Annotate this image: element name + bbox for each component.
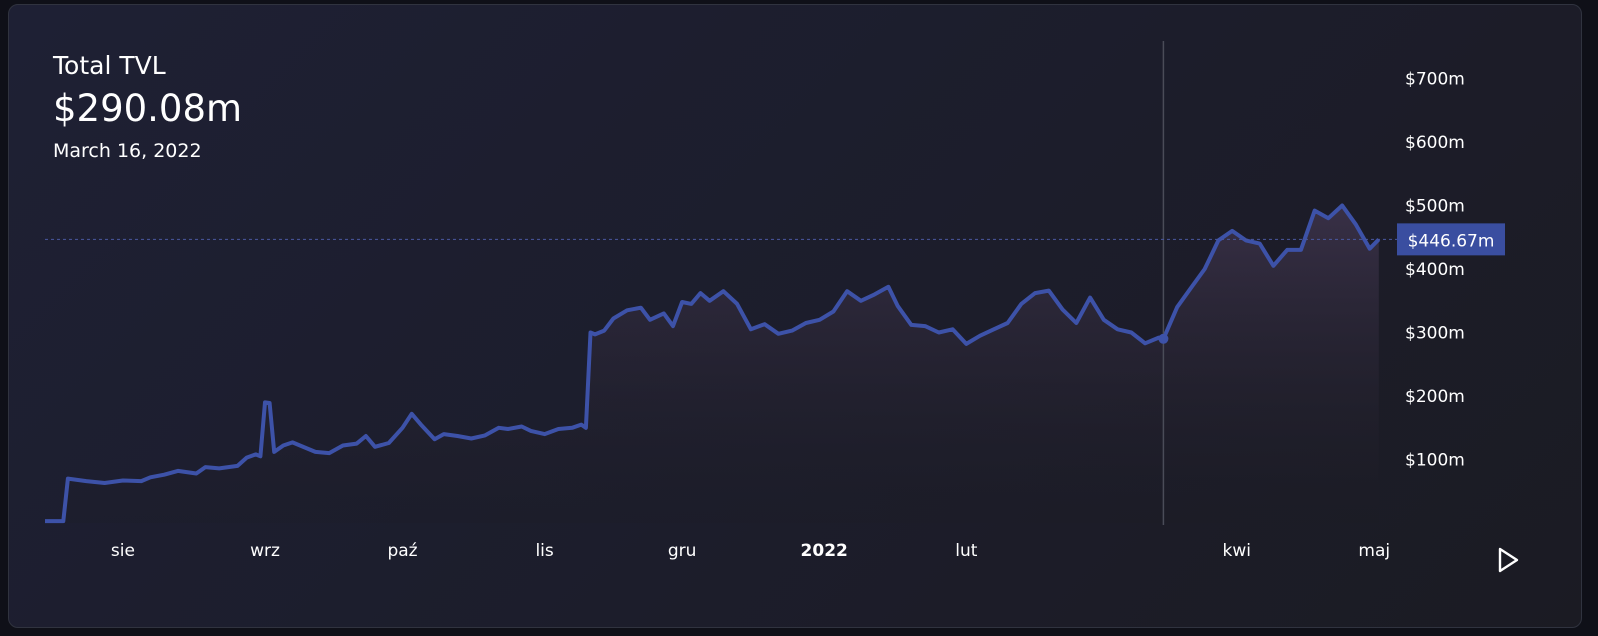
chart-header: Total TVL $290.08m March 16, 2022 bbox=[53, 51, 242, 163]
play-icon bbox=[1498, 547, 1519, 573]
y-tick-label: $400m bbox=[1405, 260, 1465, 280]
tvl-chart-card: $100m $200m $300m $400m $500m $600m $700m sie w… bbox=[8, 4, 1582, 628]
tvl-series-line bbox=[45, 203, 1381, 524]
y-tick-label: $300m bbox=[1405, 324, 1465, 344]
y-tick-label: $700m bbox=[1405, 70, 1465, 90]
x-tick-label: kwi bbox=[1222, 541, 1250, 561]
tvl-area-fill bbox=[45, 205, 1379, 523]
x-tick-label: wrz bbox=[250, 541, 280, 561]
y-tick-label: $200m bbox=[1405, 387, 1465, 407]
chart-title: Total TVL bbox=[53, 51, 166, 80]
y-tick-label: $600m bbox=[1405, 133, 1465, 153]
x-tick-label: 2022 bbox=[801, 541, 848, 561]
x-tick-label: lis bbox=[535, 541, 553, 561]
x-tick-label: gru bbox=[668, 541, 697, 561]
x-tick-label: sie bbox=[111, 541, 135, 561]
x-tick-label: maj bbox=[1358, 541, 1390, 561]
tvl-value: $290.08m bbox=[53, 87, 243, 130]
crosshair-marker bbox=[1158, 333, 1169, 344]
y-tick-label: $500m bbox=[1405, 197, 1465, 217]
y-tick-label: $100m bbox=[1405, 451, 1465, 471]
current-price-badge bbox=[1397, 223, 1505, 256]
x-tick-label: paź bbox=[387, 541, 417, 561]
play-button[interactable] bbox=[1493, 545, 1523, 575]
current-price-label: $446.67m bbox=[1408, 231, 1495, 251]
tvl-date: March 16, 2022 bbox=[53, 140, 202, 162]
x-tick-label: lut bbox=[955, 541, 977, 561]
tvl-area-chart[interactable]: $100m $200m $300m $400m $500m $600m $700m sie w… bbox=[9, 5, 1582, 628]
